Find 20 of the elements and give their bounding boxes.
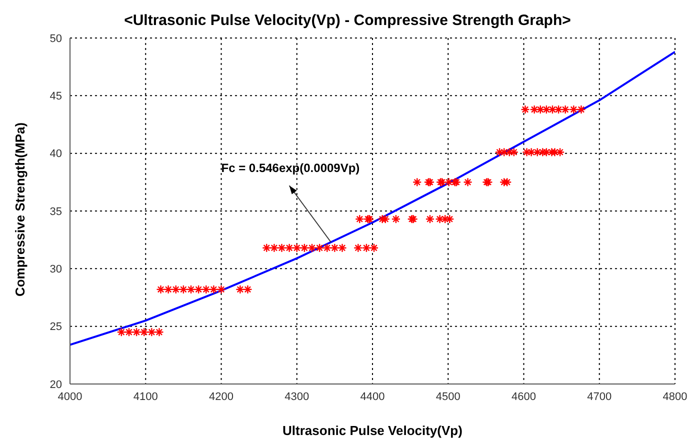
y-tick-label: 30 (50, 264, 62, 276)
x-tick-label: 4400 (360, 390, 385, 403)
x-tick-label: 4800 (662, 390, 688, 403)
x-tick-label: 4100 (133, 390, 158, 403)
y-tick-label: 35 (50, 206, 62, 218)
x-tick-label: 4600 (512, 390, 536, 403)
y-tick-label: 40 (50, 148, 62, 160)
y-tick-label: 25 (50, 321, 62, 334)
chart-title: <Ultrasonic Pulse Velocity(Vp) - Compressive Strength Graph> (123, 12, 572, 29)
annotation: Fc = 0.546exp(0.0009Vp) (221, 161, 360, 176)
y-axis-title: Compressive Strength(MPa) (12, 121, 28, 299)
y-tick-label: 45 (50, 90, 62, 103)
y-tick-label: 50 (50, 32, 62, 45)
x-tick-label: 4700 (587, 390, 612, 403)
x-axis-title: Ultrasonic Pulse Velocity(Vp) (282, 423, 464, 438)
x-tick-label: 4000 (58, 390, 82, 403)
x-tick-label: 4300 (284, 390, 310, 403)
x-tick-label: 4500 (436, 390, 460, 403)
y-tick-label: 20 (50, 378, 62, 391)
x-tick-label: 4200 (209, 390, 234, 403)
